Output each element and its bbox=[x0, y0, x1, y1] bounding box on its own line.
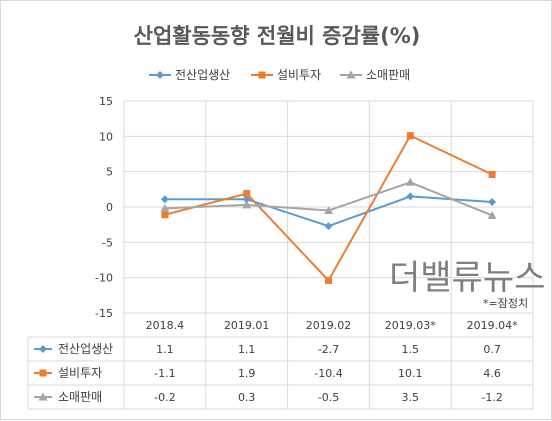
series-2-point-1 bbox=[161, 211, 169, 219]
data-label-3-5: -1.2 bbox=[481, 391, 502, 404]
watermark: 더밸류뉴스 bbox=[389, 258, 545, 298]
data-label-1-3: -2.7 bbox=[318, 343, 339, 356]
legend: 전산업생산 설비투자 소매판매 bbox=[149, 68, 410, 82]
series-2-point-3 bbox=[325, 276, 332, 284]
series-2-point-5 bbox=[488, 170, 496, 178]
y-axis: 15 10 5 0 -5 -10 -15 bbox=[95, 95, 113, 320]
data-label-1-5: 0.7 bbox=[483, 343, 501, 356]
y-tick-label-2: 10 bbox=[99, 130, 113, 143]
series-2-point-4 bbox=[406, 132, 414, 140]
y-tick-label-5: -5 bbox=[102, 236, 113, 249]
chart-title: 산업활동동향 전월비 증감률(%) bbox=[134, 24, 421, 48]
legend-marker-1 bbox=[156, 71, 164, 79]
data-label-1-4: 1.5 bbox=[402, 343, 420, 356]
series-3-point-4 bbox=[405, 177, 415, 186]
table-row-label-3: 소매판매 bbox=[58, 390, 102, 404]
x-category-label-1: 2018.4 bbox=[146, 319, 185, 332]
data-label-2-5: 4.6 bbox=[483, 367, 501, 380]
table-row-label-1: 전산업생산 bbox=[58, 342, 113, 356]
data-label-1-1: 1.1 bbox=[156, 343, 174, 356]
x-category-label-2: 2019.01 bbox=[224, 319, 270, 332]
legend-label-3: 소매판매 bbox=[366, 68, 410, 82]
table-key-marker-2 bbox=[39, 369, 47, 377]
y-tick-label-4: 0 bbox=[106, 201, 113, 214]
data-table: 2018.4 2019.01 2019.02 2019.03* 2019.04* 전산업생… bbox=[27, 312, 533, 410]
grid bbox=[123, 100, 534, 409]
series-3-point-3 bbox=[324, 206, 333, 215]
data-label-2-1: -1.1 bbox=[154, 367, 175, 380]
series-1-point-3 bbox=[324, 222, 333, 231]
y-tick-label-3: 5 bbox=[106, 166, 113, 179]
provisional-note: *=잠정치 bbox=[483, 297, 528, 310]
series-1-point-5 bbox=[488, 198, 497, 207]
series-1-point-1 bbox=[160, 195, 169, 204]
table-key-marker-3 bbox=[38, 392, 48, 401]
legend-label-1: 전산업생산 bbox=[175, 68, 230, 82]
data-label-1-2: 1.1 bbox=[238, 343, 256, 356]
y-tick-label-7: -15 bbox=[95, 307, 113, 320]
table-row-label-2: 설비투자 bbox=[58, 366, 102, 380]
series-3-point-5 bbox=[487, 210, 497, 219]
series-3-point-2 bbox=[242, 200, 252, 209]
series-3-point-1 bbox=[160, 203, 170, 212]
x-category-label-4: 2019.03* bbox=[385, 319, 436, 332]
legend-marker-2 bbox=[258, 71, 266, 79]
y-tick-label-6: -10 bbox=[95, 272, 113, 285]
data-label-3-2: 0.3 bbox=[238, 391, 256, 404]
data-label-2-4: 10.1 bbox=[398, 367, 423, 380]
legend-label-2: 설비투자 bbox=[277, 68, 321, 82]
y-tick-label-1: 15 bbox=[99, 95, 113, 108]
data-label-3-3: -0.5 bbox=[318, 391, 339, 404]
series-1-point-2 bbox=[242, 195, 251, 204]
series-group bbox=[160, 132, 497, 284]
data-label-2-2: 1.9 bbox=[238, 367, 256, 380]
x-category-label-5: 2019.04* bbox=[467, 319, 518, 332]
data-label-3-4: 3.5 bbox=[402, 391, 420, 404]
table-key-marker-1 bbox=[39, 345, 47, 353]
x-category-label-3: 2019.02 bbox=[306, 319, 352, 332]
data-label-3-1: -0.2 bbox=[154, 391, 175, 404]
data-label-2-3: -10.4 bbox=[314, 367, 342, 380]
legend-marker-3 bbox=[346, 70, 356, 79]
series-2-point-2 bbox=[243, 190, 251, 198]
series-1-point-4 bbox=[406, 192, 415, 201]
